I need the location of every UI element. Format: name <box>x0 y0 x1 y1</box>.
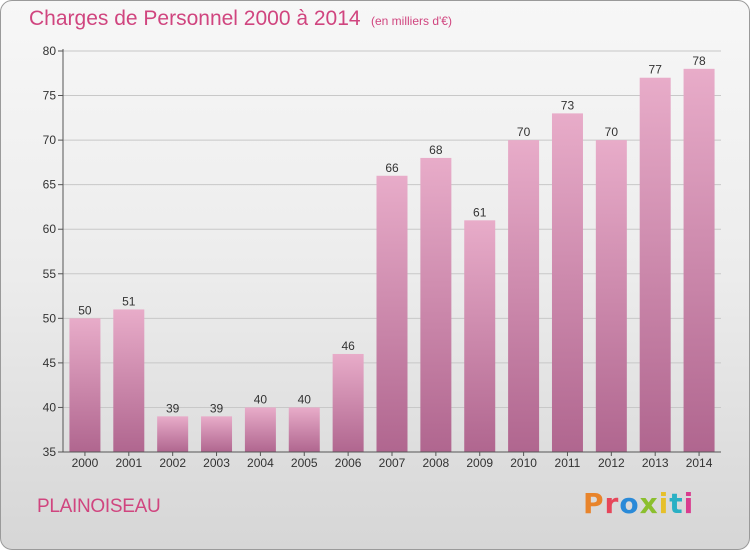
brand-letter: r <box>604 487 620 520</box>
bar <box>288 407 320 452</box>
y-tick-label: 60 <box>43 222 57 236</box>
bar <box>595 140 627 452</box>
chart-title: Charges de Personnel 2000 à 2014 <box>29 7 361 30</box>
data-label: 66 <box>385 161 399 175</box>
x-tick-label: 2002 <box>159 456 186 470</box>
axes: 35 40 45 50 55 60 65 70 75 80 2000 2001 2002 2003 2004… <box>43 44 721 470</box>
bars <box>69 68 715 453</box>
data-label: 78 <box>692 54 706 68</box>
data-label: 40 <box>254 392 268 406</box>
data-label: 51 <box>122 294 136 308</box>
y-tick-label: 80 <box>43 44 57 58</box>
y-tick-label: 45 <box>43 356 57 370</box>
x-tick-label: 2004 <box>247 456 274 470</box>
y-tick-label: 55 <box>43 267 57 281</box>
x-tick-label: 2003 <box>203 456 230 470</box>
y-tick-label: 35 <box>43 445 57 459</box>
data-label: 39 <box>210 401 224 415</box>
bar <box>639 77 671 452</box>
data-label: 46 <box>341 339 355 353</box>
data-label: 68 <box>429 143 443 157</box>
brand-letter: P <box>583 487 605 520</box>
bar <box>508 140 540 452</box>
x-tick-label: 2010 <box>510 456 537 470</box>
bar <box>69 318 101 452</box>
brand-letter: t <box>669 487 684 520</box>
bar <box>464 220 496 452</box>
data-label: 61 <box>473 205 487 219</box>
bar <box>376 175 408 452</box>
proxiti-logo: Proxiti <box>583 487 694 520</box>
x-tick-label: 2006 <box>335 456 362 470</box>
x-tick-label: 2008 <box>423 456 450 470</box>
commune-name: PLAINOISEAU <box>37 496 161 517</box>
x-tick-label: 2005 <box>291 456 318 470</box>
brand-letter: o <box>619 487 640 520</box>
data-label: 40 <box>298 392 312 406</box>
bar <box>420 157 452 452</box>
data-label: 70 <box>605 125 619 139</box>
bar <box>551 113 583 452</box>
data-label: 39 <box>166 401 180 415</box>
x-tick-label: 2009 <box>466 456 493 470</box>
x-tick-label: 2014 <box>686 456 713 470</box>
x-tick-label: 2001 <box>115 456 142 470</box>
brand-letter: i <box>683 487 695 520</box>
y-tick-label: 65 <box>43 178 57 192</box>
y-tick-label: 50 <box>43 311 57 325</box>
data-labels: 50 51 39 39 40 40 46 66 68 61 70 73 70 77 78 <box>78 54 706 416</box>
x-tick-label: 2013 <box>642 456 669 470</box>
bar <box>113 309 145 452</box>
bar <box>332 353 364 452</box>
chart-subtitle: (en milliers d'€) <box>371 14 452 28</box>
x-tick-label: 2007 <box>379 456 406 470</box>
bar <box>201 416 233 452</box>
bar <box>683 68 715 453</box>
y-tick-label: 70 <box>43 133 57 147</box>
brand-letter: i <box>658 487 670 520</box>
x-tick-label: 2011 <box>555 456 581 470</box>
data-label: 73 <box>561 98 575 112</box>
bar <box>244 407 276 452</box>
x-tick-label: 2000 <box>72 456 99 470</box>
data-label: 70 <box>517 125 531 139</box>
x-tick-label: 2012 <box>598 456 625 470</box>
brand-letter: x <box>639 487 659 520</box>
y-tick-label: 75 <box>43 89 57 103</box>
data-label: 50 <box>78 303 92 317</box>
y-tick-label: 40 <box>43 400 57 414</box>
data-label: 77 <box>649 63 663 77</box>
bar <box>157 416 189 452</box>
